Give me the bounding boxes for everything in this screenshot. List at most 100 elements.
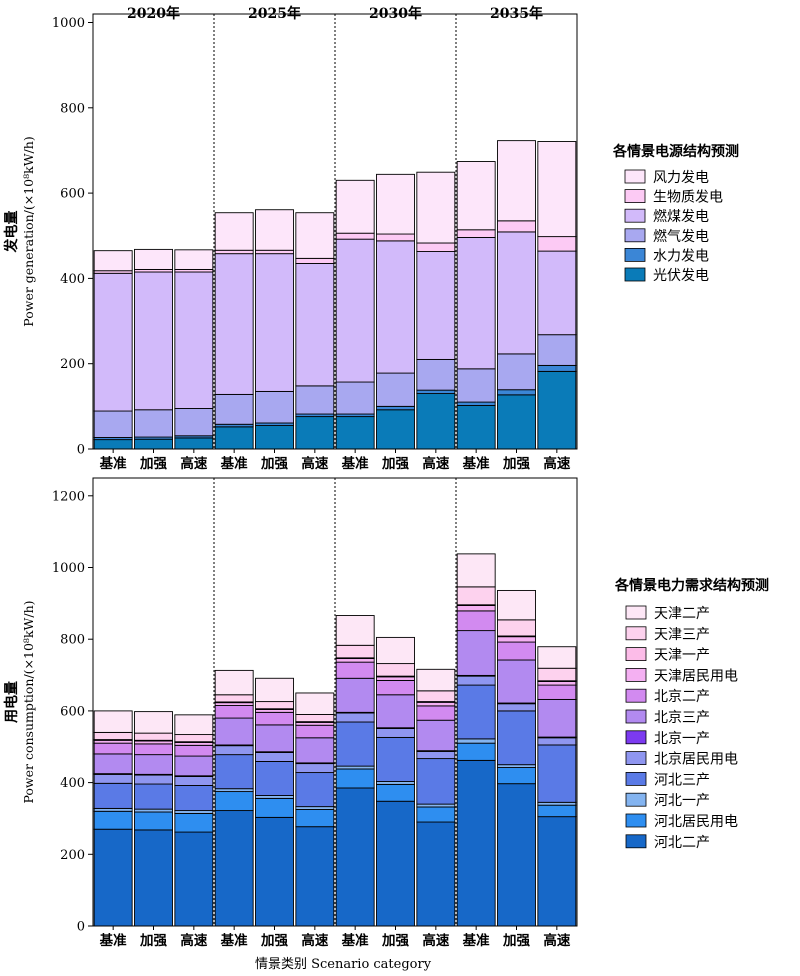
legend-swatch <box>624 189 646 204</box>
bar-segment <box>134 732 173 741</box>
bar-segment <box>537 816 577 927</box>
bar-segment <box>497 703 536 712</box>
x-tick-label: 基准 <box>463 932 490 949</box>
bar-segment <box>134 783 173 810</box>
legend-label: 河北二产 <box>654 835 710 851</box>
bar-segment <box>295 714 335 723</box>
y-tick-label: 200 <box>60 357 85 372</box>
bar-segment <box>335 677 375 713</box>
bar-segment <box>214 810 254 927</box>
bar-segment <box>93 773 133 784</box>
x-tick-label: 加强 <box>260 933 288 949</box>
bar-segment <box>537 250 577 336</box>
legend-label: 天津二产 <box>654 606 710 622</box>
generation-chart: 02004006008001000基准 加强 高速 基准 加强 高速 基准 加强 高速 基准 加强高… <box>3 5 578 472</box>
bar-segment <box>376 409 415 450</box>
legend-swatch <box>624 267 646 282</box>
bar-segment <box>214 669 254 696</box>
bar-segment <box>295 212 335 259</box>
bar-segment <box>214 791 254 812</box>
bar-segment <box>174 734 214 743</box>
bar-segment <box>497 220 536 233</box>
x-tick-label: 基准 <box>221 932 248 949</box>
bar-segment <box>456 229 496 238</box>
x-tick-label: 基准 <box>463 455 490 472</box>
bar-segment <box>456 405 496 450</box>
x-tick-label: 高速 <box>422 455 449 472</box>
legend-swatch <box>625 772 647 786</box>
bar-segment <box>416 705 456 721</box>
bar-segment <box>255 253 294 392</box>
x-tick-label: 加强 <box>381 933 409 949</box>
legend-label: 天津一产 <box>654 648 710 664</box>
bar-segment <box>174 755 214 777</box>
bar-segment <box>497 231 536 355</box>
plot-frame <box>92 13 578 450</box>
bar-segment <box>497 140 536 222</box>
bar-segment <box>537 698 577 738</box>
x-tick-label: 基准 <box>342 932 369 949</box>
bar-segment <box>214 754 254 790</box>
bar-segment <box>93 250 133 272</box>
bar-segment <box>93 272 133 412</box>
y-tick-label: 1000 <box>52 16 85 31</box>
bar-segment <box>335 416 375 450</box>
bar-segment <box>255 249 294 255</box>
legend-label: 燃气发电 <box>653 228 709 245</box>
bar-segment <box>295 385 335 415</box>
bar-segment <box>416 690 456 703</box>
bar-segment <box>497 589 536 621</box>
y-tick-label: 0 <box>77 920 85 935</box>
bar-segment <box>174 271 214 409</box>
bar-segment <box>255 390 294 424</box>
bar-segment <box>214 212 254 251</box>
x-tick-label: 加强 <box>502 456 531 472</box>
legend-swatch <box>625 813 647 828</box>
bar-segment <box>537 744 577 803</box>
bar-segment <box>456 553 496 588</box>
bar-segment <box>335 644 375 659</box>
legend-swatch <box>625 709 647 724</box>
bar-segment <box>295 809 335 828</box>
x-tick-label: 高速 <box>180 455 207 472</box>
legend-label: 河北居民用电 <box>654 814 738 830</box>
legend-swatch <box>625 751 647 765</box>
bar-segment <box>537 684 577 700</box>
bar-segment <box>497 389 536 396</box>
bar-segment <box>255 797 294 818</box>
bar-segment <box>214 426 254 450</box>
bar-segment <box>537 141 577 238</box>
bar-segment <box>497 394 536 450</box>
bar-segment <box>335 721 375 767</box>
bar-segment <box>174 437 214 450</box>
bar-segment <box>376 636 415 665</box>
bar-segment <box>174 249 214 270</box>
bar-segment <box>335 661 375 679</box>
bar-segment <box>295 416 335 450</box>
x-tick-label: 加强 <box>260 456 288 472</box>
bar-segment <box>214 694 254 703</box>
bar-segment <box>376 233 415 242</box>
bar-segment <box>134 774 173 785</box>
y-axis-label: 用电量 <box>3 681 20 723</box>
bar-segment <box>376 405 415 411</box>
bar-segment <box>134 248 173 270</box>
bar-segment <box>295 263 335 387</box>
bar-segment <box>214 393 254 425</box>
bar-segment <box>93 710 133 733</box>
bar-segment <box>537 646 577 669</box>
legend-label: 光伏发电 <box>653 268 709 284</box>
bar-segment <box>416 758 456 805</box>
legend-label: 生物质发电 <box>653 190 723 206</box>
bar-segment <box>376 676 415 681</box>
bar-segment <box>335 615 375 646</box>
bar-segment <box>416 806 456 823</box>
bar-segment <box>456 675 496 686</box>
bar-segment <box>295 724 335 739</box>
bar-segment <box>497 353 536 391</box>
bar-segment <box>416 358 456 391</box>
bar-segment <box>174 785 214 812</box>
legend-swatch <box>624 208 646 223</box>
y-tick-label: 800 <box>60 101 85 116</box>
x-tick-label: 高速 <box>180 932 207 949</box>
